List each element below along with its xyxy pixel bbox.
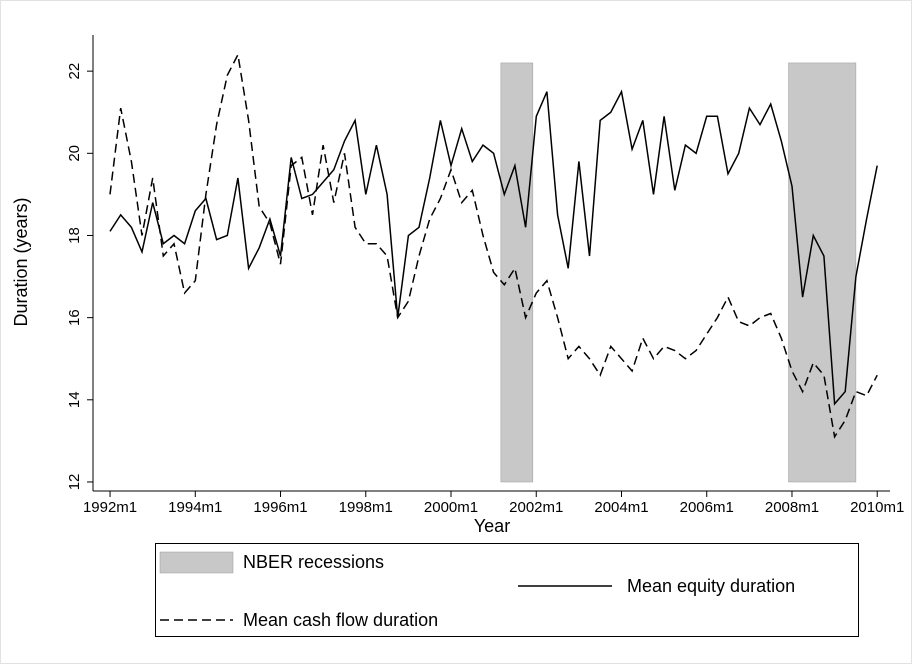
legend-label: NBER recessions xyxy=(243,552,384,572)
x-axis-title: Year xyxy=(474,516,510,536)
x-tick-label: 2010m1 xyxy=(850,499,904,516)
x-tick-label: 2002m1 xyxy=(509,499,563,516)
y-tick-label: 14 xyxy=(66,391,83,408)
x-tick-label: 1994m1 xyxy=(168,499,222,516)
x-tick-label: 1992m1 xyxy=(83,499,137,516)
x-tick-label: 2008m1 xyxy=(765,499,819,516)
legend-label: Mean equity duration xyxy=(627,576,795,596)
series-line xyxy=(109,52,878,439)
y-tick-label: 22 xyxy=(66,63,83,80)
y-tick-label: 12 xyxy=(66,474,83,491)
legend-label: Mean cash flow duration xyxy=(243,610,438,630)
series-line xyxy=(109,89,878,406)
x-tick-label: 1998m1 xyxy=(339,499,393,516)
x-tick-label: 2006m1 xyxy=(680,499,734,516)
recession-band xyxy=(500,62,534,483)
y-axis-title: Duration (years) xyxy=(11,197,31,326)
legend-box xyxy=(155,543,859,637)
x-tick-label: 1996m1 xyxy=(253,499,307,516)
x-tick-label: 2000m1 xyxy=(424,499,478,516)
y-tick-label: 20 xyxy=(66,145,83,162)
y-tick-label: 18 xyxy=(66,227,83,244)
y-tick-label: 16 xyxy=(66,309,83,326)
x-tick-label: 2004m1 xyxy=(594,499,648,516)
legend-swatch xyxy=(159,551,234,574)
recession-band xyxy=(788,62,857,483)
